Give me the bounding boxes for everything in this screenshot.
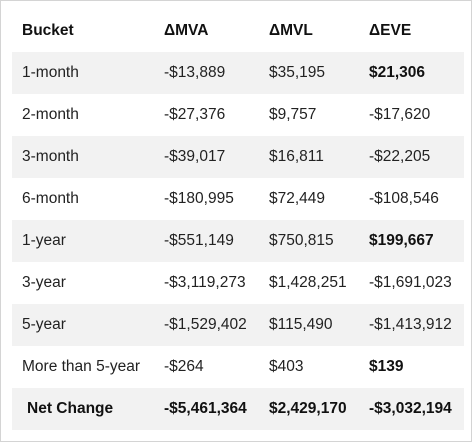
- table-row: 3-month -$39,017 $16,811 -$22,205: [12, 136, 464, 178]
- mvl-cell: $16,811: [269, 148, 324, 165]
- header-delta-mvl: ΔMVL: [269, 22, 313, 39]
- bucket-cell: 5-year: [22, 316, 66, 333]
- net-change-label: Net Change: [27, 400, 114, 417]
- net-mvl-cell: $2,429,170: [269, 400, 347, 417]
- table-row: 2-month -$27,376 $9,757 -$17,620: [12, 94, 464, 136]
- bucket-cell: 6-month: [22, 190, 79, 207]
- mva-cell: -$3,119,273: [164, 274, 246, 291]
- eve-cell: $139: [369, 358, 404, 375]
- bucket-cell: 3-year: [22, 274, 66, 291]
- eve-cell: -$1,413,912: [369, 316, 452, 333]
- bucket-cell: 1-month: [22, 64, 79, 81]
- table-row: More than 5-year -$264 $403 $139: [12, 346, 464, 388]
- table-row: 3-year -$3,119,273 $1,428,251 -$1,691,02…: [12, 262, 464, 304]
- mva-cell: -$39,017: [164, 148, 226, 165]
- eve-cell: -$108,546: [369, 190, 439, 207]
- eve-cell: -$22,205: [369, 148, 431, 165]
- mvl-cell: $1,428,251: [269, 274, 347, 291]
- table-row: 1-month -$13,889 $35,195 $21,306: [12, 52, 464, 94]
- bucket-cell: 2-month: [22, 106, 79, 123]
- mvl-cell: $9,757: [269, 106, 317, 123]
- net-eve-cell: -$3,032,194: [369, 400, 452, 417]
- header-bucket: Bucket: [22, 22, 74, 39]
- eve-cell: -$17,620: [369, 106, 431, 123]
- net-change-row: Net Change -$5,461,364 $2,429,170 -$3,03…: [12, 388, 464, 430]
- mva-cell: -$264: [164, 358, 204, 375]
- eve-cell: $21,306: [369, 64, 426, 81]
- bucket-cell: 3-month: [22, 148, 79, 165]
- header-row: Bucket ΔMVA ΔMVL ΔEVE: [12, 10, 464, 52]
- bucket-cell: 1-year: [22, 232, 66, 249]
- net-mva-cell: -$5,461,364: [164, 400, 247, 417]
- header-delta-eve: ΔEVE: [369, 22, 412, 39]
- mvl-cell: $115,490: [269, 316, 333, 333]
- mvl-cell: $35,195: [269, 64, 326, 81]
- table-row: 5-year -$1,529,402 $115,490 -$1,413,912: [12, 304, 464, 346]
- mvl-cell: $72,449: [269, 190, 326, 207]
- table-row: 1-year -$551,149 $750,815 $199,667: [12, 220, 464, 262]
- mva-cell: -$1,529,402: [164, 316, 247, 333]
- mva-cell: -$13,889: [164, 64, 226, 81]
- mvl-cell: $403: [269, 358, 304, 375]
- mva-cell: -$551,149: [164, 232, 234, 249]
- eve-cell: $199,667: [369, 232, 434, 249]
- mvl-cell: $750,815: [269, 232, 334, 249]
- mva-cell: -$180,995: [164, 190, 234, 207]
- mva-cell: -$27,376: [164, 106, 226, 123]
- header-delta-mva: ΔMVA: [164, 22, 209, 39]
- table-row: 6-month -$180,995 $72,449 -$108,546: [12, 178, 464, 220]
- eve-sensitivity-table: Bucket ΔMVA ΔMVL ΔEVE 1-month -$13,889 $…: [12, 10, 464, 430]
- bucket-cell: More than 5-year: [22, 358, 141, 375]
- eve-cell: -$1,691,023: [369, 274, 452, 291]
